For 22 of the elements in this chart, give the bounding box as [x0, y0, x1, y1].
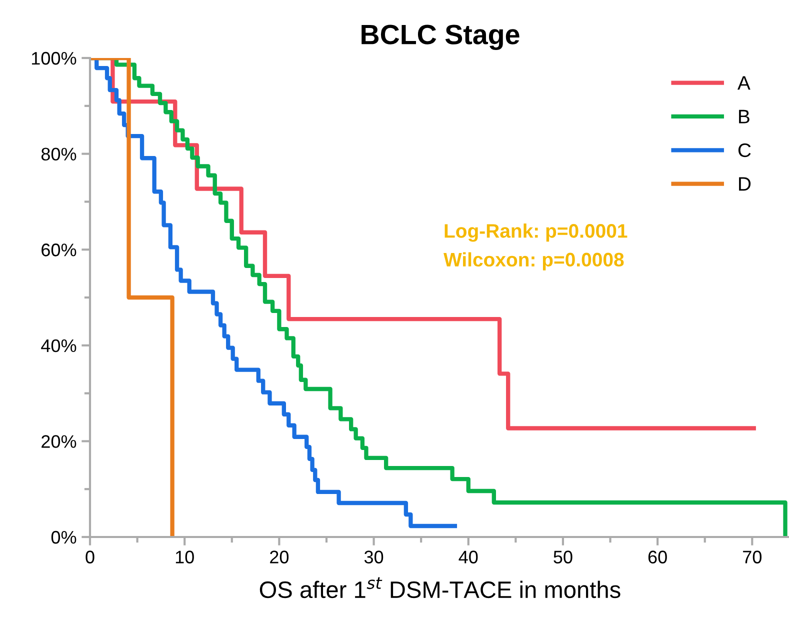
x-tick-label: 10 [176, 550, 194, 564]
legend-label: D [739, 177, 751, 191]
x-tick-label: 50 [554, 550, 572, 564]
annotation: Log-Rank: p=0.0001 [444, 224, 628, 242]
y-tick-label: 80% [41, 148, 76, 161]
annotation: Wilcoxon: p=0.0008 [444, 252, 624, 270]
x-tick-label: 30 [364, 550, 384, 564]
x-tick-label: 20 [270, 550, 289, 564]
y-tick-label: 100% [32, 52, 76, 65]
legend-label: C [738, 143, 751, 158]
x-tick-label: 70 [743, 550, 762, 564]
chart-title: BCLC Stage [362, 24, 520, 50]
y-tick-label: 60% [42, 244, 76, 256]
x-tick-label: 60 [648, 550, 667, 564]
y-tick-label: 0% [51, 530, 76, 544]
x-tick-label: 0 [86, 550, 94, 564]
legend-label: A [737, 76, 750, 90]
y-tick-label: 40% [41, 339, 76, 352]
x-axis-title: OS after 1$^{st}$ DSM-TACE in months [260, 577, 620, 598]
x-tick-label: 40 [458, 550, 478, 564]
legend-label: B [739, 110, 750, 124]
y-tick-label: 20% [42, 435, 76, 448]
